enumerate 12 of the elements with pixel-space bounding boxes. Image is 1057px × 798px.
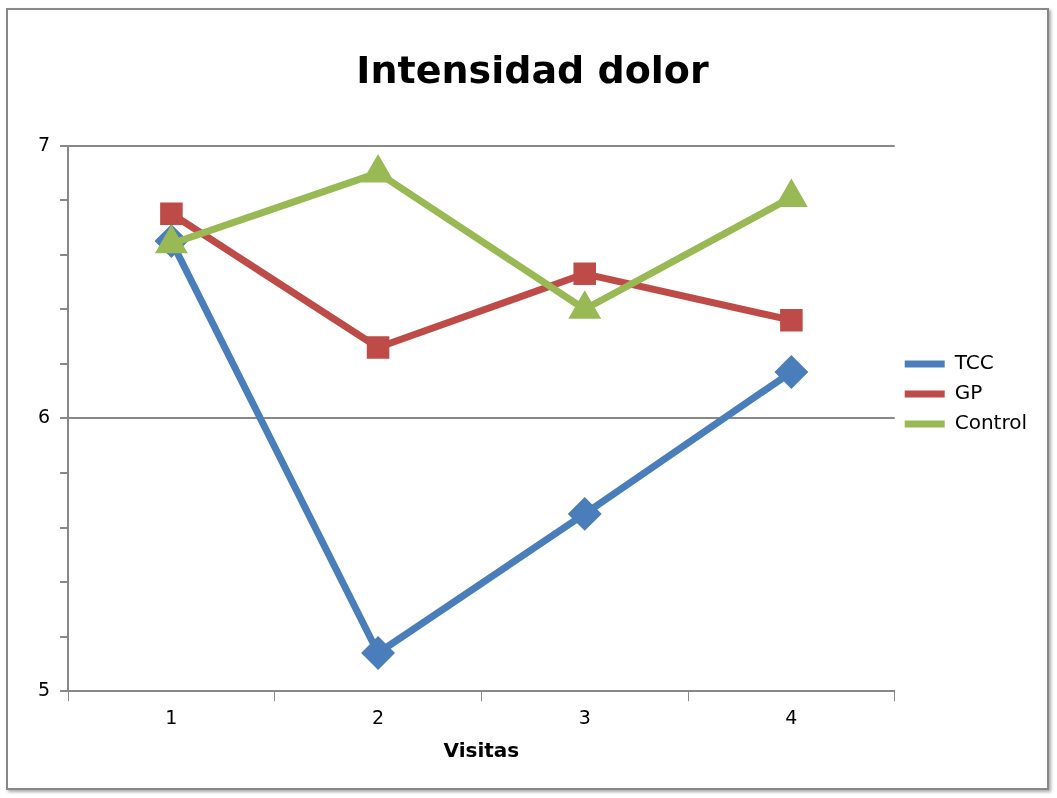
y-tick-label: 6 [37,405,51,428]
y-tick-label: 5 [37,678,51,701]
x-tick-label: 4 [785,705,798,728]
x-axis-title: Visitas [443,738,520,763]
x-tick-label: 1 [165,705,178,728]
legend-label: GP [954,380,983,405]
x-tick-label: 2 [372,705,385,728]
legend-label: Control [954,410,1027,435]
x-tick-label: 3 [578,705,591,728]
chart-title: Intensidad dolor [356,47,709,92]
legend-label: TCC [953,350,994,375]
y-tick-label: 7 [37,132,51,155]
